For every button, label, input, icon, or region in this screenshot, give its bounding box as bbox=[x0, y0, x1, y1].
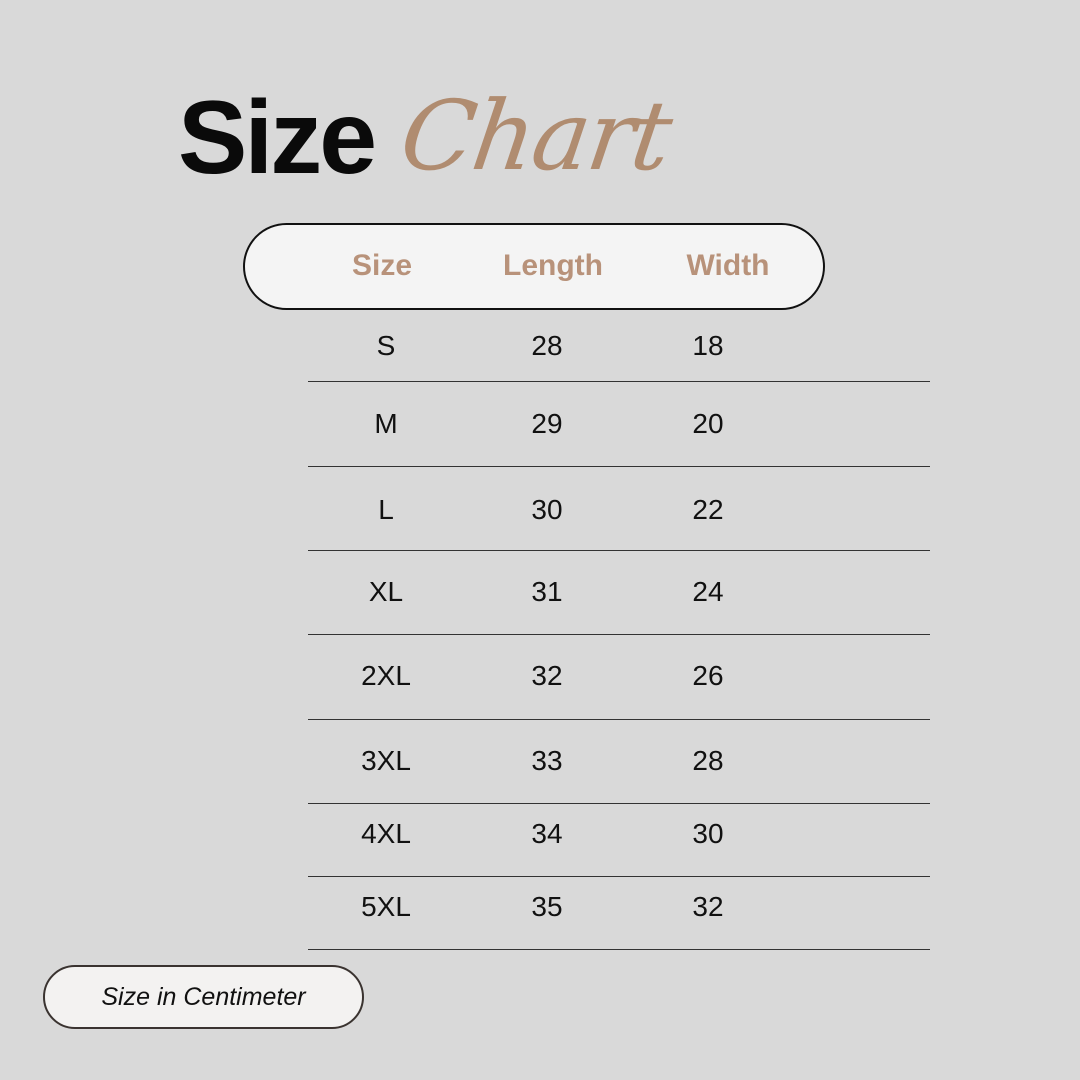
length-cell: 32 bbox=[531, 660, 563, 691]
size-cell: 3XL bbox=[361, 745, 411, 776]
title-chart: Chart bbox=[394, 80, 677, 192]
length-cell: 35 bbox=[531, 891, 563, 922]
header-length: Length bbox=[503, 249, 603, 282]
row-divider bbox=[308, 949, 930, 950]
header-size: Size bbox=[351, 249, 413, 282]
unit-note: Size in Centimeter bbox=[43, 965, 364, 1029]
row-divider bbox=[308, 876, 930, 877]
row-divider bbox=[308, 466, 930, 467]
width-cell: 30 bbox=[692, 818, 724, 849]
length-cell: 33 bbox=[531, 745, 563, 776]
row-divider bbox=[308, 634, 930, 635]
size-cell: 4XL bbox=[361, 818, 411, 849]
width-cell: 28 bbox=[692, 745, 724, 776]
row-divider bbox=[308, 550, 930, 551]
row-divider bbox=[308, 381, 930, 382]
length-cell: 28 bbox=[531, 330, 563, 361]
length-cell: 30 bbox=[531, 494, 563, 525]
title-size: Size bbox=[178, 80, 377, 196]
size-cell: M bbox=[374, 408, 398, 439]
width-cell: 22 bbox=[692, 494, 724, 525]
size-cell: XL bbox=[368, 576, 404, 607]
length-cell: 29 bbox=[531, 408, 563, 439]
length-cell: 31 bbox=[531, 576, 563, 607]
width-cell: 18 bbox=[692, 330, 724, 361]
width-cell: 20 bbox=[692, 408, 724, 439]
width-cell: 26 bbox=[692, 660, 724, 691]
width-cell: 32 bbox=[692, 891, 724, 922]
size-cell: 2XL bbox=[361, 660, 411, 691]
table-header bbox=[243, 223, 825, 310]
row-divider bbox=[308, 719, 930, 720]
width-cell: 24 bbox=[692, 576, 724, 607]
header-width: Width bbox=[686, 249, 770, 282]
size-cell: 5XL bbox=[361, 891, 411, 922]
size-cell: S bbox=[376, 330, 396, 361]
length-cell: 34 bbox=[531, 818, 563, 849]
size-cell: L bbox=[378, 494, 394, 525]
row-divider bbox=[308, 803, 930, 804]
